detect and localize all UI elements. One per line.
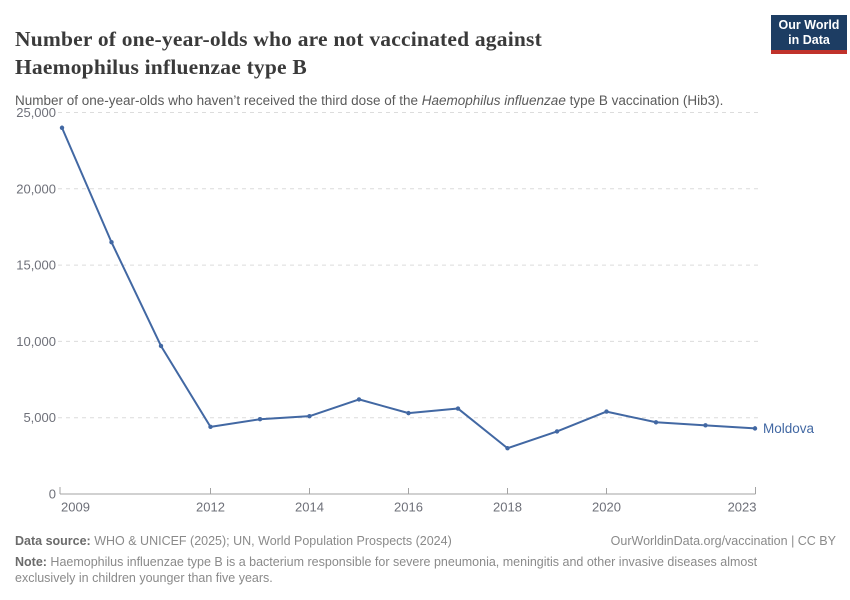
owid-logo-line1: Our World (778, 18, 840, 32)
data-point-2014[interactable] (307, 413, 312, 419)
data-point-2022[interactable] (703, 423, 708, 428)
note-line1: Haemophilus influenzae type B is a bacte… (46, 555, 758, 569)
data-point-2015[interactable] (356, 397, 362, 402)
x-tick-label-2012: 2012 (196, 500, 225, 515)
subtitle-text-italic: Haemophilus influenzae (421, 92, 566, 108)
subtitle-text-pre: Number of one-year-olds who haven’t rece… (15, 92, 422, 108)
chart-subtitle: Number of one-year-olds who haven’t rece… (15, 92, 837, 109)
owid-logo-line2: in Data (788, 33, 830, 47)
y-tick-label-15000: 15,000 (16, 258, 56, 273)
data-point-2018[interactable] (505, 446, 510, 451)
chart-title: Number of one-year-olds who are not vacc… (15, 27, 542, 80)
x-tick-label-2020: 2020 (592, 500, 621, 515)
data-point-2017[interactable] (455, 406, 461, 411)
note-line2: exclusively in children younger than fiv… (15, 570, 273, 585)
y-tick-label-0: 0 (49, 487, 56, 502)
data-point-2020[interactable] (604, 409, 609, 414)
y-tick-label-10000: 10,000 (16, 334, 56, 349)
owid-logo[interactable]: Our World in Data (771, 15, 847, 54)
data-point-2010[interactable] (109, 240, 114, 245)
data-point-2011[interactable] (158, 343, 164, 349)
x-tick-label-2009: 2009 (61, 500, 90, 515)
y-tick-label-5000: 5,000 (23, 410, 56, 425)
moldova-line[interactable] (61, 126, 756, 450)
note-label: Note: (15, 555, 47, 569)
data-point-2009[interactable] (59, 125, 65, 130)
data-point-2013[interactable] (257, 417, 263, 422)
license-link[interactable]: OurWorldinData.org/vaccination | CC BY (610, 534, 836, 548)
x-tick-label-2014: 2014 (295, 500, 324, 515)
y-tick-label-20000: 20,000 (16, 181, 56, 196)
x-tick-label-2023: 2023 (728, 500, 757, 515)
data-point-2019[interactable] (554, 429, 560, 434)
data-source-text: WHO & UNICEF (2025); UN, World Populatio… (90, 534, 452, 548)
data-point-2021[interactable] (653, 420, 659, 425)
data-point-2016[interactable] (406, 410, 411, 416)
series-label-moldova[interactable]: Moldova (763, 421, 815, 436)
data-point-2012[interactable] (208, 424, 213, 430)
x-tick-label-2018: 2018 (493, 500, 522, 515)
data-source-label: Data source: (15, 534, 91, 548)
footer-source-row: Data source: WHO & UNICEF (2025); UN, Wo… (15, 534, 836, 549)
data-point-2023[interactable] (752, 426, 758, 431)
y-tick-label-25000: 25,000 (16, 105, 56, 120)
footer-note: Note: Haemophilus influenzae type B is a… (15, 555, 815, 586)
subtitle-text-post: type B vaccination (Hib3). (565, 92, 724, 108)
x-tick-label-2016: 2016 (394, 500, 423, 515)
